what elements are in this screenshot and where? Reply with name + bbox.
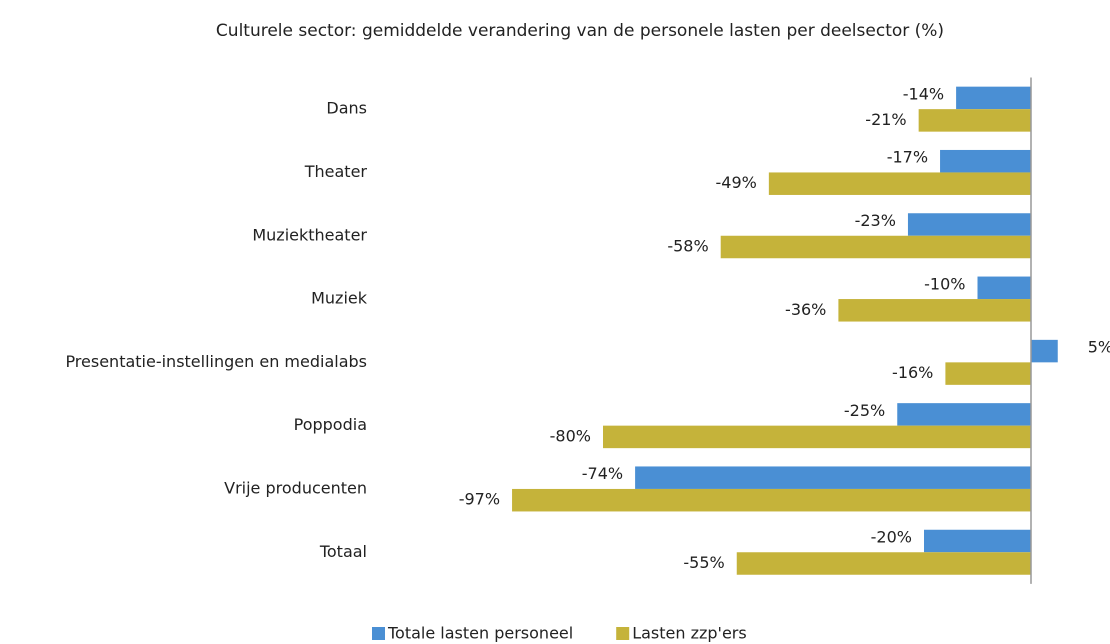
bar <box>924 529 1031 553</box>
value-label: -16% <box>892 363 933 382</box>
bar <box>1031 339 1058 363</box>
value-label: -20% <box>871 528 912 547</box>
value-label: -36% <box>785 300 826 319</box>
value-label: -10% <box>924 274 965 293</box>
bar <box>945 362 1031 385</box>
value-label: -17% <box>887 148 928 167</box>
legend-swatch <box>372 627 385 640</box>
y-tick-label: Poppodia <box>294 415 367 434</box>
legend-label: Lasten zzp'ers <box>632 624 747 643</box>
bar <box>512 488 1031 512</box>
y-tick-label: Presentatie-instellingen en medialabs <box>65 352 367 371</box>
y-tick-label: Totaal <box>319 542 367 561</box>
bar <box>918 109 1031 132</box>
bar <box>940 149 1031 173</box>
legend-label: Totale lasten personeel <box>387 624 573 643</box>
value-label: -97% <box>459 490 500 509</box>
y-tick-label: Muziektheater <box>252 225 367 244</box>
value-label: 5% <box>1088 338 1110 357</box>
bar <box>977 276 1031 300</box>
value-label: -55% <box>683 553 724 572</box>
value-label: -14% <box>903 84 944 103</box>
value-label: -49% <box>716 173 757 192</box>
value-label: -80% <box>550 426 591 445</box>
value-label: -25% <box>844 401 885 420</box>
bar <box>635 466 1031 489</box>
bar <box>720 235 1031 259</box>
bar <box>736 552 1031 575</box>
value-label: -58% <box>667 237 708 256</box>
bar <box>956 86 1031 110</box>
bar <box>838 299 1031 322</box>
y-tick-label: Vrije producenten <box>224 478 367 497</box>
y-tick-label: Dans <box>326 99 367 118</box>
bar <box>907 213 1031 236</box>
bar <box>603 425 1031 449</box>
y-tick-label: Theater <box>304 162 368 181</box>
chart-title: Culturele sector: gemiddelde verandering… <box>216 21 944 41</box>
value-label: -23% <box>855 211 896 230</box>
y-tick-label: Muziek <box>311 289 368 308</box>
legend-swatch <box>616 627 630 640</box>
value-label: -21% <box>865 110 906 129</box>
bar <box>897 403 1031 426</box>
value-label: -74% <box>582 464 623 483</box>
bar <box>768 172 1031 195</box>
